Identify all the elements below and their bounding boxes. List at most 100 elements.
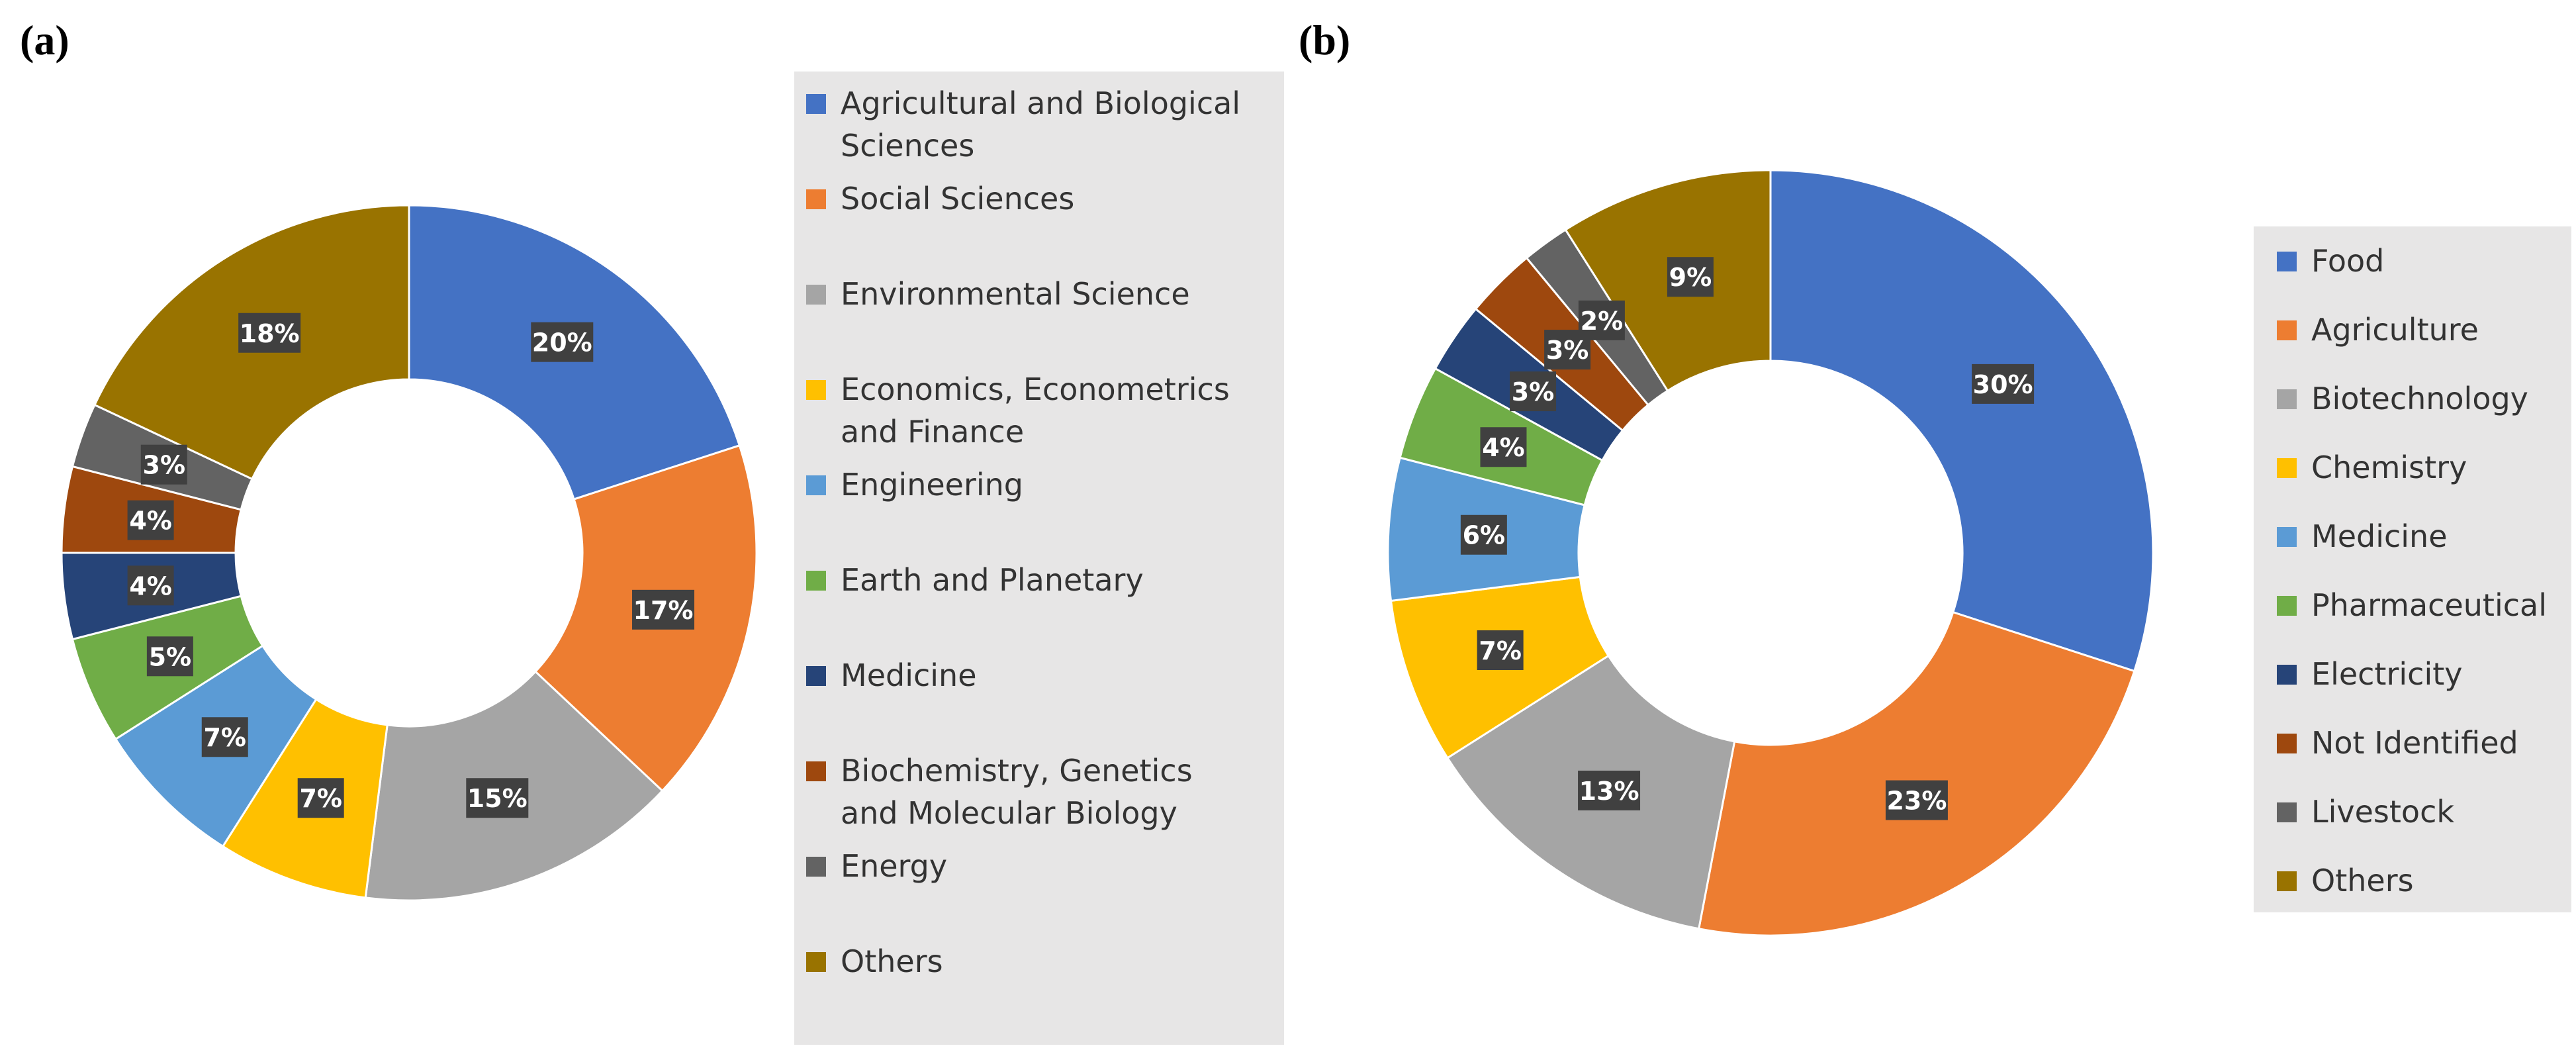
chart-panel-b: (b) Food Agriculture Biotechnology Chemistr…	[1299, 17, 2571, 937]
data-label-text: 18%	[240, 319, 300, 348]
data-label-pharmaceutical: 4%	[1480, 427, 1527, 467]
legend-item-economics-econometrics-and-finance: Economics, Econometrics and Finance	[806, 371, 1230, 450]
legend-label: Agricultural and Biological	[841, 85, 1240, 121]
data-label-livestock: 2%	[1578, 300, 1625, 340]
legend-label: Medicine	[2311, 518, 2448, 554]
legend-item-earth-and-planetary: Earth and Planetary	[806, 562, 1144, 598]
data-label-text: 7%	[203, 723, 246, 752]
data-label-box	[127, 565, 174, 606]
legend-swatch	[806, 952, 826, 972]
legend-swatch	[806, 189, 826, 209]
slice-agriculture	[1697, 610, 2136, 937]
data-label-electricity: 3%	[1510, 371, 1557, 412]
legend-item-biotechnology: Biotechnology	[2277, 381, 2528, 416]
data-label-box	[531, 322, 594, 362]
data-label-agriculture: 23%	[1885, 780, 1948, 820]
legend-item-not-identified: Not Identified	[2277, 725, 2518, 761]
legend-swatch	[2277, 596, 2297, 616]
data-label-text: 7%	[299, 784, 342, 813]
legend-label: Medicine	[841, 657, 977, 693]
data-label-box	[1460, 514, 1507, 555]
legend-label: Agriculture	[2311, 312, 2479, 348]
data-label-text: 4%	[129, 507, 172, 536]
data-label-text: 9%	[1669, 263, 1712, 292]
legend-swatch	[806, 761, 826, 781]
donut-a	[60, 204, 758, 902]
legend-label: Others	[841, 943, 943, 979]
legend-item-others: Others	[806, 943, 943, 979]
legend-label: Economics, Econometrics	[841, 371, 1230, 407]
legend-swatch	[806, 285, 826, 305]
slice-food	[1769, 169, 2154, 673]
data-label-box	[632, 589, 695, 630]
legend-label: Energy	[841, 848, 947, 884]
data-label-chemistry: 7%	[1477, 630, 1524, 671]
data-label-text: 23%	[1886, 787, 1947, 816]
legend-label: Not Identified	[2311, 725, 2518, 761]
legend-swatch	[2277, 665, 2297, 685]
data-label-text: 5%	[149, 642, 192, 671]
data-label-box	[140, 444, 187, 485]
data-label-box	[1480, 427, 1527, 467]
data-label-box	[127, 500, 174, 540]
legend-item-pharmaceutical: Pharmaceutical	[2277, 587, 2547, 623]
legend-item-agricultural-and-biological-sciences: Agricultural and Biological Sciences	[806, 85, 1240, 164]
data-label-box	[1667, 257, 1714, 297]
data-label-biotechnology: 13%	[1578, 770, 1641, 810]
data-label-earth-and-planetary: 5%	[146, 636, 193, 677]
data-label-box	[466, 778, 529, 818]
legend-label: Environmental Science	[841, 276, 1190, 312]
legend-item-medicine: Medicine	[2277, 518, 2448, 554]
legend-box-a	[794, 72, 1284, 1045]
legend-swatch	[2277, 734, 2297, 753]
data-label-box	[297, 778, 344, 818]
legend-swatch	[806, 571, 826, 591]
data-label-social-sciences: 17%	[632, 589, 695, 630]
data-label-text: 4%	[1482, 433, 1525, 462]
data-label-text: 3%	[1546, 336, 1589, 365]
data-label-text: 17%	[633, 596, 694, 625]
legend-swatch	[806, 857, 826, 877]
legend-label: Livestock	[2311, 794, 2454, 830]
legend-item-agriculture: Agriculture	[2277, 312, 2479, 348]
legend-item-electricity: Electricity	[2277, 656, 2463, 692]
data-label-text: 3%	[143, 451, 186, 480]
legend-item-biochemistry-genetics-and-molecular-biology: Biochemistry, Genetics and Molecular Biol…	[806, 753, 1193, 831]
legend-item-food: Food	[2277, 243, 2384, 279]
legend-label: Biochemistry, Genetics	[841, 753, 1193, 789]
data-label-box	[1510, 371, 1557, 412]
data-label-others: 9%	[1667, 257, 1714, 297]
legend-box-b	[2254, 226, 2571, 912]
legend-swatch	[806, 94, 826, 114]
data-label-food: 30%	[1972, 363, 2035, 404]
labels-b: 30%23%13%7%6%4%3%3%2%9%	[1460, 257, 2035, 820]
panel-label-a: (a)	[20, 17, 69, 64]
data-label-engineering: 7%	[201, 717, 248, 757]
data-label-text: 30%	[1973, 370, 2033, 399]
data-label-others: 18%	[238, 313, 301, 353]
data-label-box	[1972, 363, 2035, 404]
panel-label-b: (b)	[1299, 17, 1350, 64]
legend-label: Others	[2311, 863, 2414, 898]
legend-label: Earth and Planetary	[841, 562, 1144, 598]
data-label-box	[201, 717, 248, 757]
legend-label: Social Sciences	[841, 181, 1074, 217]
legend-label: and Molecular Biology	[841, 795, 1177, 831]
legend-label: and Finance	[841, 414, 1024, 450]
labels-a: 20% 17% 15% 7% 7% 5% 4% 4% 3% 18%	[127, 313, 695, 818]
chart-panel-a: (a) Agricultural and Biological Sciences S…	[20, 17, 1284, 1045]
data-label-text: 6%	[1463, 521, 1506, 550]
legend-swatch	[2277, 527, 2297, 547]
legend-item-engineering: Engineering	[806, 467, 1023, 503]
data-label-text: 2%	[1581, 307, 1624, 336]
legend-item-livestock: Livestock	[2277, 794, 2454, 830]
data-label-box	[1578, 770, 1641, 810]
data-label-box	[1477, 630, 1524, 671]
legend-swatch	[806, 380, 826, 400]
data-label-economics-econometrics-and-finance: 7%	[297, 778, 344, 818]
legend-swatch	[806, 475, 826, 495]
data-label-medicine: 4%	[127, 565, 174, 606]
legend-label: Chemistry	[2311, 450, 2467, 485]
data-label-text: 13%	[1579, 777, 1639, 806]
data-label-energy: 3%	[140, 444, 187, 485]
